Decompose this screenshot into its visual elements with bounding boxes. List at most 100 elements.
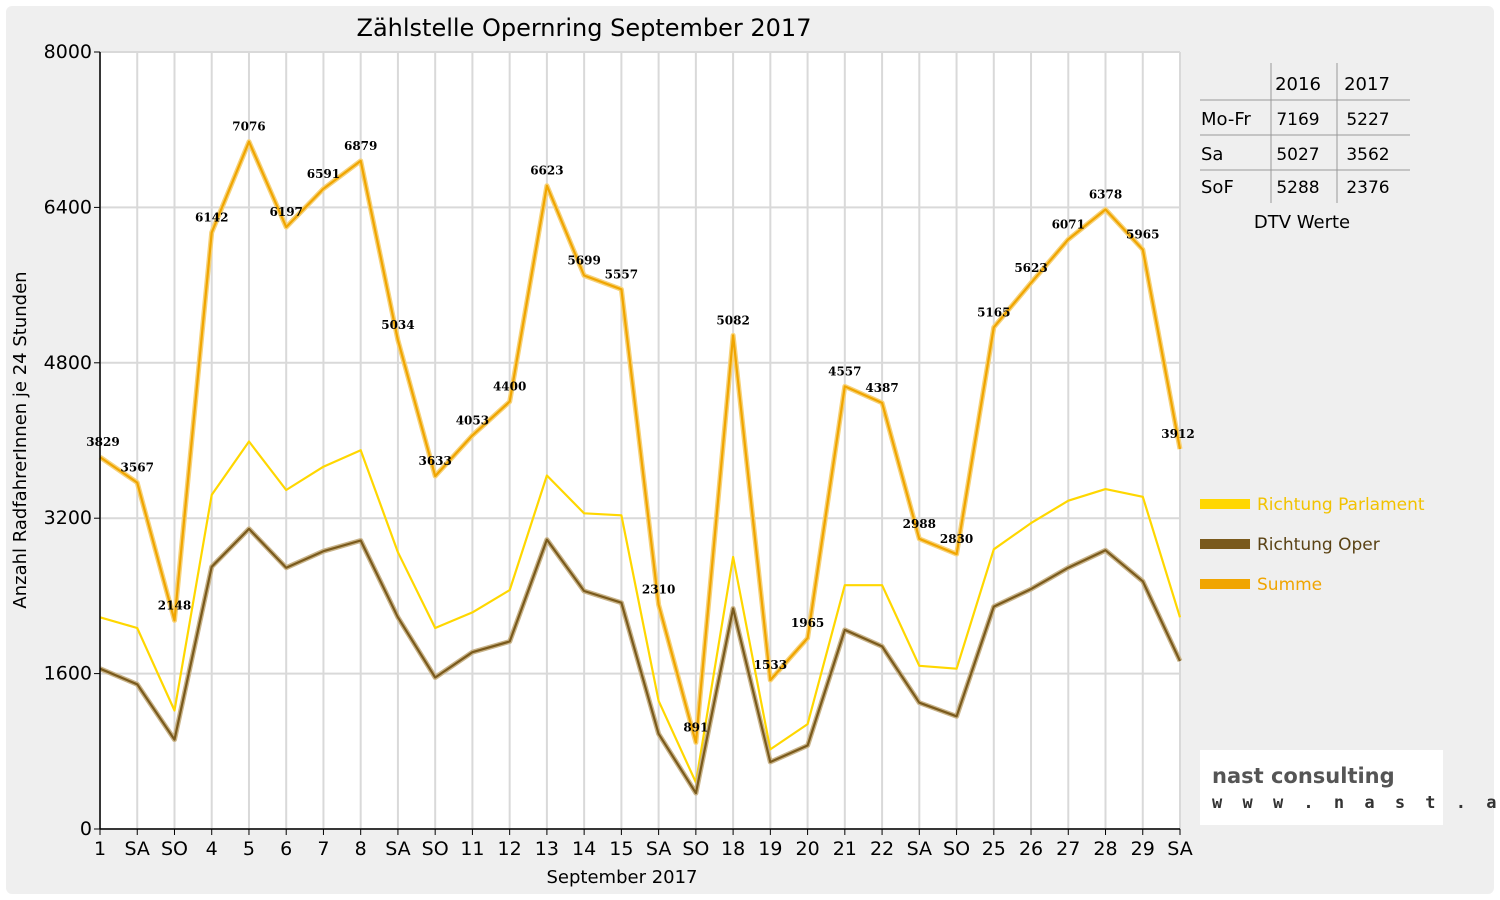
x-axis-title: September 2017 <box>546 867 697 888</box>
legend: Richtung Parlament Richtung Oper Summe <box>1200 495 1425 595</box>
axes: 0 1600 3200 4800 6400 8000 1 SA SO 4 5 6 7 8 SA SO 11 12 1… <box>44 41 1193 860</box>
data-label-summe: 2988 <box>903 517 936 531</box>
grid <box>99 51 1181 830</box>
data-label-summe: 891 <box>683 720 708 734</box>
dtv-col-2017: 2017 <box>1344 74 1390 95</box>
x-tick-label: 28 <box>1093 838 1117 860</box>
data-label-summe: 5623 <box>1014 261 1047 275</box>
x-tick-label: 29 <box>1131 838 1155 860</box>
y-axis-title: Anzahl RadfahrerInnen je 24 Stunden <box>10 271 31 608</box>
x-tick-label: SO <box>422 838 449 860</box>
data-label-summe: 3829 <box>86 435 119 449</box>
data-label-summe: 3567 <box>121 461 154 475</box>
x-tick-label: 15 <box>609 838 633 860</box>
legend-swatch-richtung-oper <box>1200 539 1250 549</box>
x-tick-label: 27 <box>1056 838 1080 860</box>
dtv-cell: 7169 <box>1276 110 1319 130</box>
data-label-summe: 3912 <box>1161 427 1194 441</box>
data-label-summe: 5699 <box>567 253 600 267</box>
data-label-summe: 4053 <box>456 413 489 427</box>
x-tick-label: 5 <box>243 838 255 860</box>
x-tick-label: SO <box>682 838 709 860</box>
series-line-richtung-parlament <box>99 440 1182 784</box>
x-tick-label: 13 <box>535 838 559 860</box>
dtv-cell: 2376 <box>1346 178 1389 198</box>
data-label-summe: 1533 <box>754 658 787 672</box>
x-tick-label: SA <box>907 838 932 860</box>
legend-swatch-summe <box>1200 579 1250 589</box>
data-label-summe: 2310 <box>642 583 675 597</box>
x-tick-label: 14 <box>572 838 596 860</box>
logo-name: nast consulting <box>1212 764 1395 788</box>
x-tick-label: 7 <box>317 838 329 860</box>
y-tick-label: 3200 <box>44 507 92 529</box>
x-tick-label: 22 <box>870 838 894 860</box>
series-lines <box>98 139 1183 796</box>
legend-label-richtung-parlament: Richtung Parlament <box>1257 495 1425 515</box>
chart-title: Zählstelle Opernring September 2017 <box>357 14 812 42</box>
series-line-summe <box>99 140 1182 744</box>
data-label-summe: 2830 <box>940 532 973 546</box>
x-tick-label: SA <box>125 838 150 860</box>
data-label-summe: 4387 <box>865 381 898 395</box>
data-label-summe: 6879 <box>344 139 377 153</box>
x-tick-label: SA <box>646 838 671 860</box>
data-label-summe: 3633 <box>418 454 451 468</box>
x-tick-label: 21 <box>833 838 857 860</box>
legend-label-richtung-oper: Richtung Oper <box>1257 535 1380 555</box>
x-tick-label: 1 <box>94 838 106 860</box>
data-label-summe: 5165 <box>977 305 1010 319</box>
dtv-row-label: SoF <box>1201 177 1234 198</box>
dtv-cell: 5227 <box>1346 110 1389 130</box>
x-tick-label: 11 <box>460 838 484 860</box>
y-tick-label: 8000 <box>44 41 92 63</box>
dtv-table: 2016 2017 Mo-Fr 7169 5227 Sa 5027 3562 S… <box>1200 63 1410 233</box>
x-tick-label: SA <box>385 838 410 860</box>
logo-url: w w w . n a s t . a t <box>1212 793 1500 813</box>
x-tick-label: 25 <box>982 838 1006 860</box>
x-tick-label: 12 <box>498 838 522 860</box>
y-tick-label: 4800 <box>44 352 92 374</box>
data-label-summe: 6197 <box>270 205 303 219</box>
data-label-summe: 6623 <box>530 164 563 178</box>
data-label-summe: 1965 <box>791 616 824 630</box>
dtv-cell: 3562 <box>1346 145 1389 165</box>
logo-box <box>1200 750 1443 825</box>
y-tick-label: 0 <box>80 818 92 840</box>
data-label-summe: 5557 <box>605 267 638 281</box>
x-tick-label: SO <box>161 838 188 860</box>
data-label-summe: 5034 <box>381 318 414 332</box>
logo: nast consulting w w w . n a s t . a t <box>1200 750 1500 825</box>
legend-swatch-richtung-parlament <box>1200 499 1250 509</box>
data-label-summe: 6591 <box>307 167 340 181</box>
x-tick-label: 8 <box>355 838 367 860</box>
x-tick-label: 18 <box>721 838 745 860</box>
dtv-cell: 5027 <box>1276 145 1319 165</box>
x-tick-label: 19 <box>758 838 782 860</box>
data-label-summe: 5082 <box>716 313 749 327</box>
data-label-summe: 5965 <box>1126 228 1159 242</box>
dtv-row-label: Mo-Fr <box>1201 109 1251 130</box>
data-label-summe: 4557 <box>828 364 861 378</box>
dtv-cell: 5288 <box>1276 178 1319 198</box>
data-label-summe: 6378 <box>1089 188 1122 202</box>
legend-label-summe: Summe <box>1257 575 1322 595</box>
dtv-caption: DTV Werte <box>1254 212 1350 233</box>
x-tick-label: SA <box>1167 838 1192 860</box>
data-label-summe: 6142 <box>195 210 228 224</box>
dtv-row-label: Sa <box>1201 144 1223 165</box>
x-tick-label: SO <box>943 838 970 860</box>
data-label-summe: 2148 <box>158 598 191 612</box>
data-label-summe: 4400 <box>493 380 526 394</box>
x-tick-label: 26 <box>1019 838 1043 860</box>
dtv-col-2016: 2016 <box>1275 74 1321 95</box>
x-tick-label: 4 <box>206 838 218 860</box>
y-tick-label: 6400 <box>44 196 92 218</box>
data-label-summe: 7076 <box>232 120 265 134</box>
y-tick-label: 1600 <box>44 663 92 685</box>
data-label-summe: 6071 <box>1052 217 1085 231</box>
series-line-richtung-oper <box>99 527 1181 795</box>
x-tick-label: 20 <box>795 838 819 860</box>
